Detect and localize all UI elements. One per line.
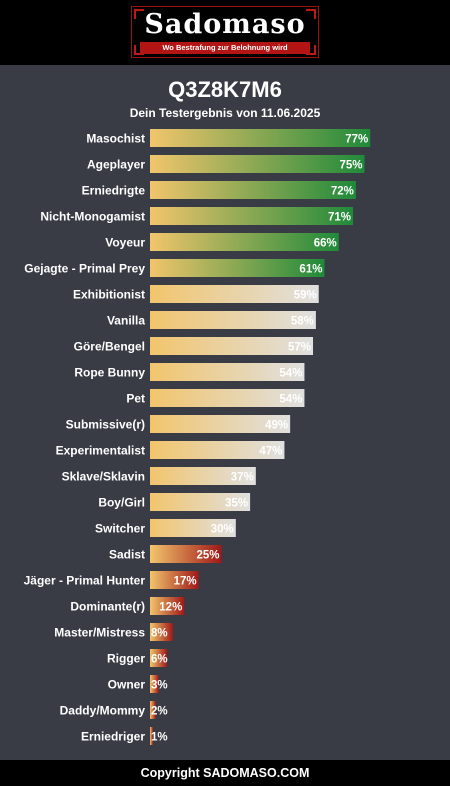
value-label: 1% <box>151 732 168 744</box>
bar <box>150 285 319 303</box>
category-label: Erniedrigte <box>82 184 146 198</box>
bar <box>150 207 354 225</box>
bar <box>150 519 236 537</box>
category-label: Gejagte - Primal Prey <box>24 262 145 276</box>
category-label: Submissive(r) <box>66 418 145 432</box>
value-label: 2% <box>151 706 168 718</box>
value-label: 49% <box>265 420 288 432</box>
bar <box>150 571 199 589</box>
category-label: Masochist <box>86 132 145 146</box>
header-bar: Sadomaso Wo Bestrafung zur Belohnung wir… <box>0 0 450 65</box>
bar <box>150 415 291 433</box>
category-label: Rigger <box>107 652 145 666</box>
value-label: 47% <box>259 446 282 458</box>
result-title: Q3Z8K7M6 <box>168 77 282 102</box>
category-label: Jäger - Primal Hunter <box>24 574 146 588</box>
category-label: Erniedriger <box>81 730 145 744</box>
footer-copyright: Copyright SADOMASO.COM <box>0 760 450 786</box>
category-label: Sklave/Sklavin <box>62 470 145 484</box>
value-label: 3% <box>151 680 168 692</box>
value-label: 57% <box>288 342 311 354</box>
bar <box>150 649 168 667</box>
bar <box>150 467 256 485</box>
value-label: 17% <box>174 576 197 588</box>
bar <box>150 389 305 407</box>
bar <box>150 493 251 511</box>
category-label: Switcher <box>95 522 145 536</box>
value-label: 61% <box>299 264 322 276</box>
value-label: 66% <box>314 238 337 250</box>
value-label: 35% <box>225 498 248 510</box>
bar <box>150 363 305 381</box>
value-label: 75% <box>339 160 362 172</box>
value-label: 25% <box>196 550 219 562</box>
category-label: Göre/Bengel <box>74 340 145 354</box>
category-label: Nicht-Monogamist <box>40 210 145 224</box>
logo-corner-ornament <box>134 45 144 55</box>
category-label: Master/Mistress <box>54 626 145 640</box>
category-label: Boy/Girl <box>98 496 145 510</box>
category-label: Experimentalist <box>56 444 145 458</box>
value-label: 59% <box>294 290 317 302</box>
value-label: 6% <box>151 654 168 666</box>
bar <box>150 675 159 693</box>
value-label: 30% <box>211 524 234 536</box>
logo[interactable]: Sadomaso Wo Bestrafung zur Belohnung wir… <box>131 6 319 58</box>
category-label: Vanilla <box>107 314 145 328</box>
logo-corner-ornament <box>306 9 316 19</box>
category-label: Sadist <box>109 548 145 562</box>
value-label: 54% <box>279 394 302 406</box>
logo-corner-ornament <box>306 45 316 55</box>
bar <box>150 233 339 251</box>
bar <box>150 181 356 199</box>
value-label: 71% <box>328 212 351 224</box>
value-label: 8% <box>151 628 168 640</box>
bar <box>150 311 316 329</box>
bar <box>150 727 153 745</box>
bar <box>150 441 285 459</box>
bar <box>150 545 222 563</box>
bar <box>150 597 185 615</box>
bar <box>150 701 156 719</box>
bar <box>150 129 371 147</box>
category-label: Daddy/Mommy <box>60 704 146 718</box>
value-label: 72% <box>331 186 354 198</box>
category-label: Owner <box>108 678 146 692</box>
bar <box>150 259 325 277</box>
bar <box>150 623 173 641</box>
category-label: Pet <box>126 392 145 406</box>
category-label: Ageplayer <box>87 158 145 172</box>
value-label: 37% <box>231 472 254 484</box>
logo-corner-ornament <box>134 9 144 19</box>
bar <box>150 337 314 355</box>
category-label: Rope Bunny <box>74 366 145 380</box>
value-label: 77% <box>345 134 368 146</box>
value-label: 54% <box>279 368 302 380</box>
logo-text: Sadomaso <box>144 9 306 40</box>
result-subtitle: Dein Testergebnis von 11.06.2025 <box>129 106 321 120</box>
category-label: Voyeur <box>105 236 145 250</box>
category-label: Dominante(r) <box>70 600 145 614</box>
logo-tagline: Wo Bestrafung zur Belohnung wird <box>140 42 310 54</box>
category-label: Exhibitionist <box>73 288 145 302</box>
value-label: 58% <box>291 316 314 328</box>
value-label: 12% <box>159 602 182 614</box>
bar <box>150 155 365 173</box>
